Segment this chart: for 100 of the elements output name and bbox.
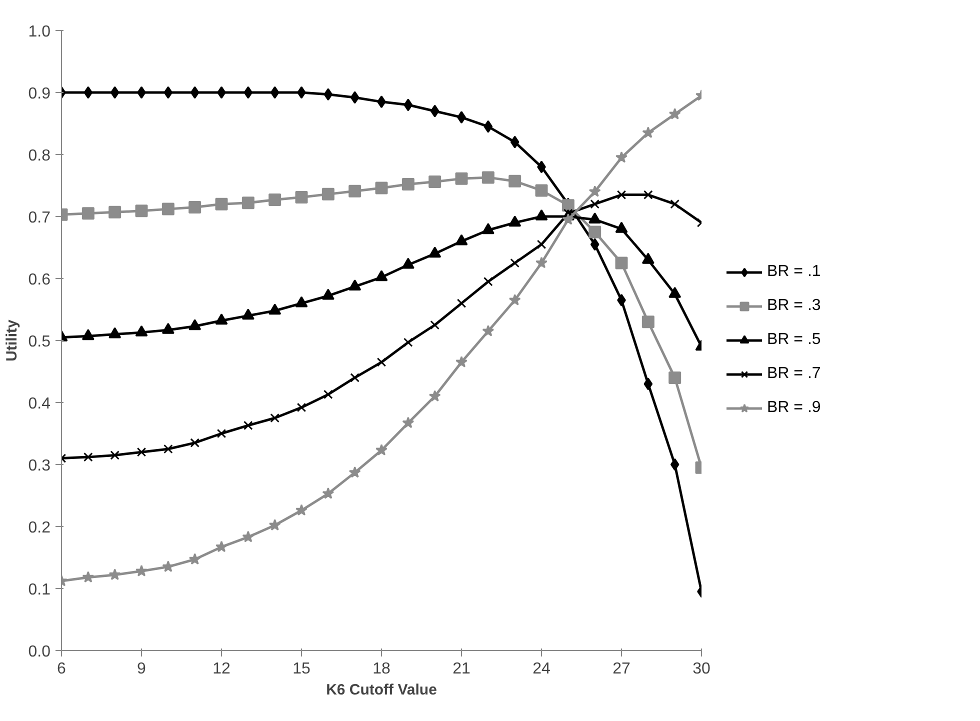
point [296, 504, 308, 516]
point [216, 428, 226, 438]
point [162, 202, 174, 216]
point [350, 373, 360, 382]
y-tick-label: 1.0 [28, 24, 51, 40]
point [588, 226, 602, 238]
y-tick-label: 0.0 [28, 644, 51, 660]
point [242, 308, 254, 320]
point [428, 246, 442, 258]
point [268, 304, 282, 315]
point [455, 234, 468, 246]
point [135, 204, 148, 218]
point [108, 206, 122, 218]
point [164, 444, 173, 454]
point [482, 223, 494, 234]
point [644, 378, 653, 390]
point [295, 191, 308, 204]
point [536, 240, 546, 250]
x-tick-label: 30 [692, 660, 710, 678]
point [508, 216, 522, 227]
point [242, 530, 254, 542]
point [376, 444, 388, 456]
y-tick-label: 0.4 [28, 396, 51, 412]
y-tick-label: 0.7 [28, 210, 51, 226]
point [242, 196, 254, 210]
point [615, 256, 628, 270]
point [188, 319, 202, 330]
point [188, 553, 201, 565]
y-tick-label: 0.2 [28, 520, 51, 536]
y-tick-label: 0.9 [28, 86, 51, 102]
x-tick-label: 24 [532, 660, 550, 678]
x-tick-label: 21 [452, 660, 470, 678]
x-tick-label: 9 [137, 660, 146, 678]
point [562, 213, 574, 225]
point [508, 294, 521, 306]
point [215, 198, 228, 210]
x-tick-label: 6 [57, 660, 66, 678]
point [404, 98, 413, 112]
point [164, 86, 173, 99]
point [136, 564, 148, 576]
point [642, 126, 654, 138]
point [535, 184, 548, 197]
point [375, 270, 388, 282]
point [295, 296, 308, 308]
point [482, 171, 494, 184]
point [588, 212, 602, 224]
x-tick-label: 18 [372, 660, 390, 678]
point [270, 86, 280, 99]
point [616, 151, 628, 163]
legend-label: BR = .3 [767, 296, 821, 314]
point [402, 258, 414, 269]
point [508, 174, 522, 188]
point [244, 86, 253, 99]
legend-label: BR = .7 [767, 364, 821, 382]
point [108, 568, 121, 580]
point [348, 184, 362, 198]
point [110, 86, 120, 99]
point [428, 390, 441, 402]
point [510, 258, 520, 268]
point [670, 458, 680, 471]
point [136, 447, 146, 457]
point [590, 238, 600, 251]
y-tick-label: 0.5 [28, 334, 51, 350]
point [588, 185, 601, 197]
point [322, 188, 334, 200]
point [430, 104, 440, 118]
point [482, 324, 494, 336]
point [402, 416, 414, 428]
y-tick-label: 0.8 [28, 148, 51, 164]
point [82, 571, 94, 583]
y-axis-title: Utility [3, 319, 20, 362]
point [162, 322, 174, 334]
point [484, 120, 493, 133]
x-tick-label: 12 [212, 660, 230, 678]
point [215, 314, 228, 325]
point [484, 276, 493, 286]
point [510, 136, 520, 148]
legend-label: BR = .1 [767, 262, 821, 280]
point [270, 413, 280, 423]
point [268, 519, 281, 530]
point [350, 91, 360, 104]
point [296, 402, 306, 412]
point [216, 540, 228, 552]
point [110, 450, 120, 460]
point [668, 286, 682, 298]
point [190, 86, 200, 99]
point [348, 279, 362, 290]
point [644, 190, 653, 200]
point [188, 200, 202, 214]
y-tick-label: 0.3 [28, 458, 51, 474]
point [616, 190, 626, 200]
point [670, 199, 680, 209]
point [108, 327, 122, 338]
point [590, 199, 600, 209]
point [456, 298, 466, 308]
point [375, 182, 388, 194]
point [376, 358, 386, 367]
y-tick-label: 0.6 [28, 272, 51, 288]
x-tick-label: 27 [612, 660, 630, 678]
point [642, 252, 654, 264]
